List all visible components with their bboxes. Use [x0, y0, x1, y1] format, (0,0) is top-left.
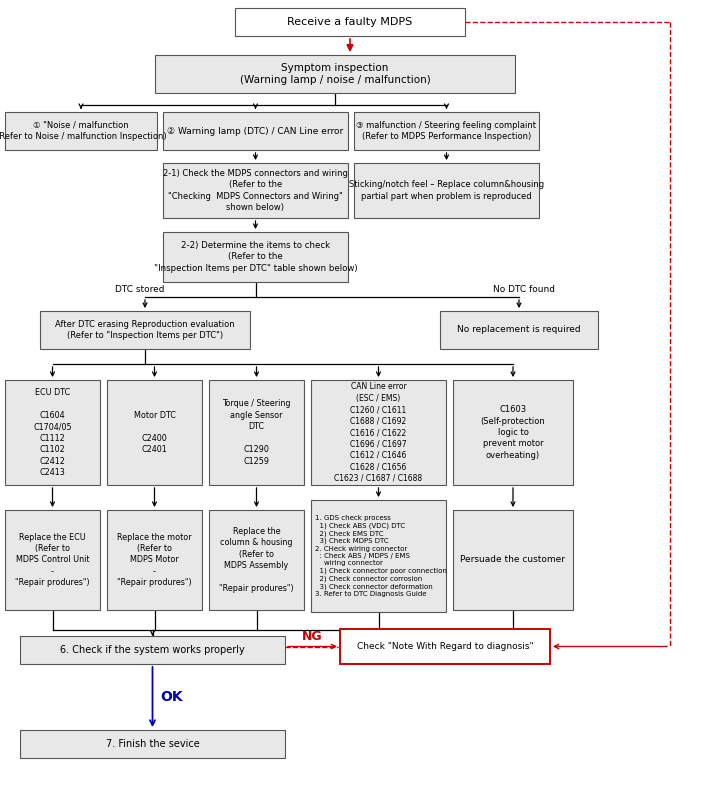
Bar: [40, 311, 250, 349]
Bar: [311, 380, 446, 485]
Bar: [163, 163, 348, 218]
Bar: [354, 112, 539, 150]
Bar: [209, 380, 304, 485]
Bar: [440, 311, 598, 349]
Text: Replace the
column & housing
(Refer to
MDPS Assembly

"Repair produres"): Replace the column & housing (Refer to M…: [219, 527, 294, 593]
Text: 6. Check if the system works properly: 6. Check if the system works properly: [60, 645, 245, 655]
Bar: [209, 510, 304, 610]
Bar: [107, 380, 202, 485]
Text: Check "Note With Regard to diagnosis": Check "Note With Regard to diagnosis": [357, 642, 533, 651]
Text: Motor DTC

C2400
C2401: Motor DTC C2400 C2401: [134, 411, 175, 454]
Text: Replace the motor
(Refer to
MDPS Motor
-
"Repair produres"): Replace the motor (Refer to MDPS Motor -…: [117, 533, 192, 587]
Bar: [5, 380, 100, 485]
Text: Torque / Steering
angle Sensor
DTC

C1290
C1259: Torque / Steering angle Sensor DTC C1290…: [222, 399, 291, 465]
Bar: [453, 380, 573, 485]
Text: No replacement is required: No replacement is required: [457, 325, 581, 335]
Text: ECU DTC

C1604
C1704/05
C1112
C1102
C2412
C2413: ECU DTC C1604 C1704/05 C1112 C1102 C2412…: [33, 388, 72, 477]
Bar: [107, 510, 202, 610]
Text: After DTC erasing Reproduction evaluation
(Refer to "Inspection Items per DTC"): After DTC erasing Reproduction evaluatio…: [55, 320, 235, 340]
Text: 7. Finish the sevice: 7. Finish the sevice: [106, 739, 199, 749]
Bar: [354, 163, 539, 218]
Text: DTC stored: DTC stored: [115, 285, 165, 294]
Text: CAN Line error
(ESC / EMS)
C1260 / C1611
C1688 / C1692
C1616 / C1622
C1696 / C16: CAN Line error (ESC / EMS) C1260 / C1611…: [334, 382, 423, 483]
Bar: [453, 510, 573, 610]
Text: No DTC found: No DTC found: [493, 285, 555, 294]
Bar: [235, 8, 465, 36]
Text: 2-2) Determine the items to check
(Refer to the
"Inspection Items per DTC" table: 2-2) Determine the items to check (Refer…: [154, 241, 358, 273]
Bar: [20, 636, 285, 664]
Text: 2-1) Check the MDPS connectors and wiring
(Refer to the
"Checking  MDPS Connecto: 2-1) Check the MDPS connectors and wirin…: [163, 169, 348, 212]
Text: Receive a faulty MDPS: Receive a faulty MDPS: [287, 17, 413, 27]
Bar: [5, 112, 157, 150]
Text: 1. GDS check process
  1) Check ABS (VDC) DTC
  2) Check EMS DTC
  3) Check MDPS: 1. GDS check process 1) Check ABS (VDC) …: [315, 516, 447, 597]
Bar: [163, 232, 348, 282]
Text: NG: NG: [302, 630, 323, 643]
Bar: [155, 55, 515, 93]
Text: ① "Noise / malfunction
(Refer to Noise / malfunction Inspection): ① "Noise / malfunction (Refer to Noise /…: [0, 121, 166, 141]
Text: Sticking/notch feel – Replace column&housing
partial part when problem is reprod: Sticking/notch feel – Replace column&hou…: [349, 180, 544, 200]
Text: Persuade the customer: Persuade the customer: [461, 556, 566, 564]
Text: C1603
(Self-protection
logic to
prevent motor
overheating): C1603 (Self-protection logic to prevent …: [481, 405, 545, 460]
Bar: [163, 112, 348, 150]
Bar: [5, 510, 100, 610]
Text: ② Warning lamp (DTC) / CAN Line error: ② Warning lamp (DTC) / CAN Line error: [168, 127, 343, 135]
Text: Replace the ECU
(Refer to
MDPS Control Unit
-
"Repair produres"): Replace the ECU (Refer to MDPS Control U…: [15, 533, 90, 587]
Text: OK: OK: [161, 690, 183, 704]
Bar: [311, 500, 446, 612]
Text: ③ malfunction / Steering feeling complaint
(Refer to MDPS Performance Inspection: ③ malfunction / Steering feeling complai…: [357, 121, 536, 141]
Bar: [340, 629, 550, 664]
Bar: [20, 730, 285, 758]
Text: Symptom inspection
(Warning lamp / noise / malfunction): Symptom inspection (Warning lamp / noise…: [240, 63, 430, 86]
